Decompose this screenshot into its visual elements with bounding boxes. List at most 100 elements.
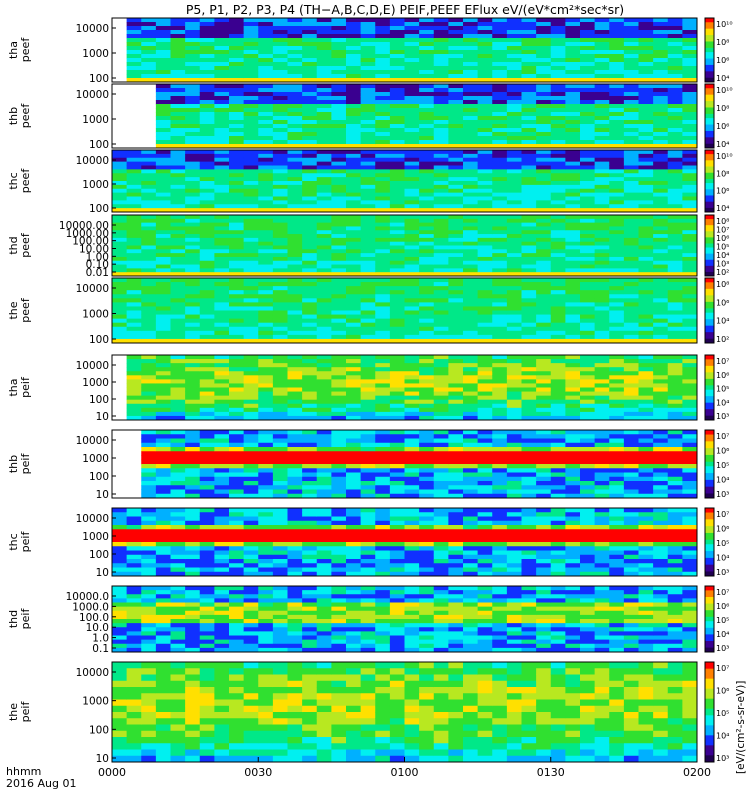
heatmap-cell: [477, 447, 493, 452]
heatmap-cell: [419, 104, 435, 109]
heatmap-cell: [419, 234, 435, 239]
heatmap-cell: [185, 222, 201, 227]
heatmap-cell: [346, 241, 362, 246]
heatmap-cell: [316, 415, 332, 421]
heatmap-cell: [302, 459, 318, 465]
heatmap-cell: [536, 411, 552, 417]
heatmap-cell: [492, 78, 508, 83]
heatmap-cell: [550, 26, 566, 31]
heatmap-cell: [667, 181, 683, 186]
heatmap-cell: [565, 70, 581, 75]
heatmap-cell: [272, 192, 289, 198]
heatmap-cell: [389, 188, 406, 194]
heatmap-cell: [155, 451, 172, 456]
y-tick-label: 100.00: [72, 236, 109, 248]
heatmap-cell: [287, 128, 303, 133]
heatmap-cell: [214, 249, 230, 254]
colorbar-swatch: [705, 441, 714, 445]
heatmap-cell: [155, 529, 172, 534]
heatmap-cell: [667, 222, 683, 227]
heatmap-cell: [623, 30, 640, 35]
heatmap-cell: [258, 272, 274, 277]
heatmap-cell: [243, 375, 259, 380]
colorbar-swatch: [705, 385, 714, 388]
heatmap-cell: [463, 38, 479, 43]
heatmap-cell: [550, 391, 566, 397]
heatmap-cell: [653, 112, 669, 117]
heatmap-cell: [243, 330, 259, 336]
heatmap-cell: [258, 391, 274, 397]
colorbar-tick-label: 10⁷: [716, 432, 729, 441]
heatmap-cell: [272, 184, 289, 190]
heatmap-cell: [638, 18, 654, 23]
heatmap-cell: [199, 165, 215, 170]
heatmap-cell: [550, 34, 566, 39]
heatmap-cell: [316, 150, 332, 155]
heatmap-cell: [389, 66, 406, 71]
heatmap-cell: [580, 150, 596, 155]
heatmap-cell: [609, 108, 625, 113]
heatmap-cell: [404, 278, 420, 283]
heatmap-cell: [594, 464, 610, 469]
heatmap-cell: [185, 468, 201, 473]
heatmap-cell: [272, 165, 289, 170]
heatmap-cell: [682, 411, 698, 417]
heatmap-cell: [199, 355, 215, 360]
heatmap-cell: [302, 330, 318, 336]
heatmap-cell: [580, 375, 596, 380]
heatmap-cell: [506, 215, 523, 220]
heatmap-cell: [492, 30, 508, 35]
heatmap-cell: [653, 136, 669, 141]
heatmap-cell: [477, 355, 493, 360]
heatmap-cell: [463, 476, 479, 482]
heatmap-cell: [331, 472, 347, 478]
heatmap-cell: [550, 38, 566, 43]
heatmap-cell: [375, 391, 391, 397]
heatmap-cell: [360, 268, 376, 273]
heatmap-cell: [170, 140, 186, 145]
heatmap-cell: [433, 326, 449, 332]
heatmap-cell: [492, 196, 508, 201]
heatmap-cell: [272, 290, 289, 295]
heatmap-cell: [170, 70, 186, 75]
y-tick-label: 10000.00: [59, 220, 109, 232]
heatmap-cell: [404, 476, 420, 482]
heatmap-cell: [331, 459, 347, 465]
colorbar-swatch: [705, 128, 714, 132]
colorbar-swatch: [705, 193, 714, 196]
heatmap-cell: [185, 256, 201, 262]
colorbar-tick-label: 10⁶: [716, 122, 729, 131]
heatmap-cell: [594, 272, 610, 277]
heatmap-cell: [375, 26, 391, 31]
heatmap-cell: [448, 330, 464, 336]
heatmap-cell: [287, 395, 303, 401]
heatmap-cell: [185, 165, 201, 170]
heatmap-cell: [448, 260, 464, 266]
heatmap-cell: [594, 116, 610, 121]
heatmap-cell: [638, 298, 654, 303]
heatmap-cell: [126, 391, 142, 397]
heatmap-cell: [272, 222, 289, 227]
heatmap-cell: [346, 177, 362, 182]
heatmap-cell: [287, 455, 303, 461]
heatmap-cell: [155, 157, 172, 163]
colorbar-swatch: [705, 75, 714, 79]
heatmap-cell: [199, 150, 215, 155]
heatmap-cell: [170, 241, 186, 246]
heatmap-cell: [580, 415, 596, 421]
heatmap-cell: [141, 38, 157, 43]
heatmap-cell: [199, 322, 215, 328]
heatmap-cell: [506, 278, 523, 283]
heatmap-cell: [375, 310, 391, 316]
heatmap-cell: [419, 472, 435, 478]
heatmap-cell: [594, 338, 610, 344]
heatmap-cell: [419, 249, 435, 254]
heatmap-cell: [521, 192, 537, 198]
heatmap-cell: [126, 442, 142, 448]
heatmap-cell: [433, 395, 449, 401]
heatmap-cell: [682, 318, 698, 324]
heatmap-cell: [375, 367, 391, 372]
heatmap-cell: [521, 391, 537, 397]
heatmap-cell: [433, 383, 449, 388]
heatmap-cell: [419, 192, 435, 198]
